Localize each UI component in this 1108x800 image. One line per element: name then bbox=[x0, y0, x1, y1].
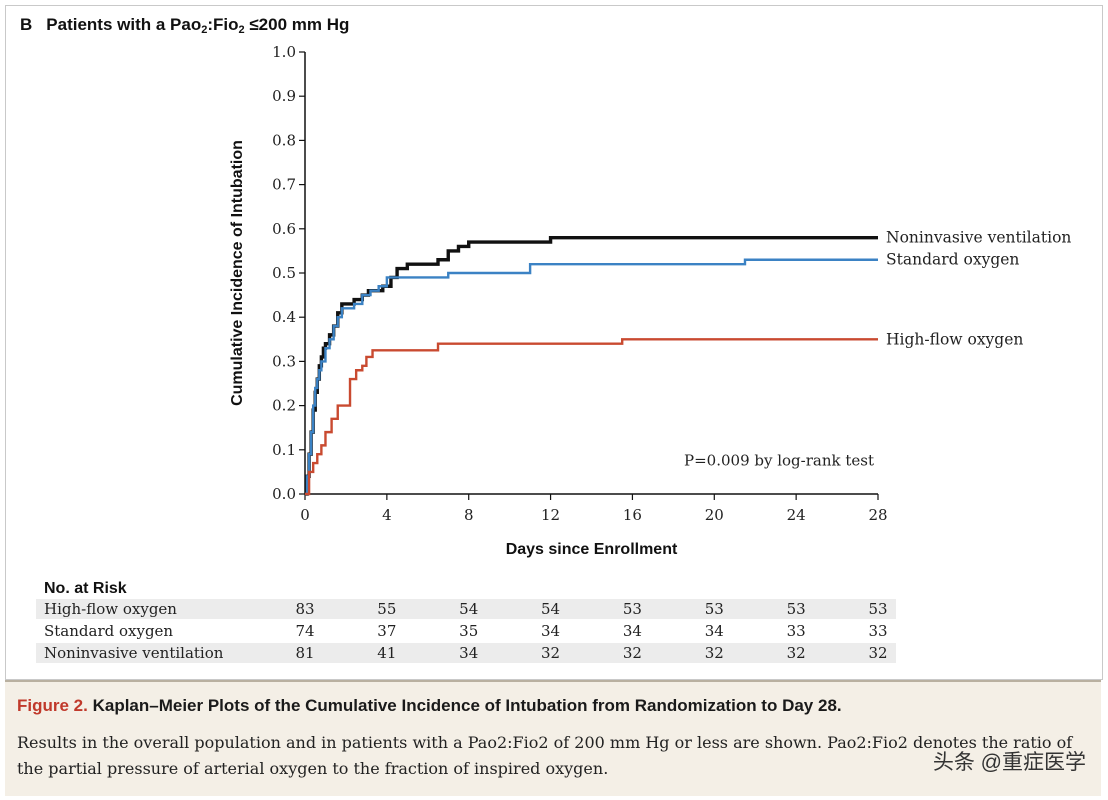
risk-cell: 34 bbox=[704, 622, 724, 640]
panel-title-mid: :Fio bbox=[207, 15, 239, 34]
x-tick-label: 20 bbox=[705, 506, 724, 524]
y-tick-label: 0.9 bbox=[272, 87, 296, 105]
y-tick-label: 0.0 bbox=[272, 485, 296, 503]
caption-title-text: Kaplan–Meier Plots of the Cumulative Inc… bbox=[87, 696, 842, 715]
risk-cell: 54 bbox=[541, 600, 561, 618]
panel-title-pre: Patients with a Pao bbox=[46, 15, 202, 34]
risk-cell: 53 bbox=[868, 600, 888, 618]
risk-cell: 34 bbox=[541, 622, 561, 640]
risk-cell: 55 bbox=[377, 600, 397, 618]
risk-row: Standard oxygen 74 37 35 34 34 34 33 33 bbox=[36, 621, 896, 641]
risk-cell: 32 bbox=[704, 644, 724, 662]
y-tick-label: 0.6 bbox=[272, 220, 296, 238]
risk-cell: 32 bbox=[868, 644, 888, 662]
y-tick-label: 0.4 bbox=[272, 308, 296, 326]
y-tick-label: 1.0 bbox=[272, 43, 296, 61]
risk-cell: 83 bbox=[295, 600, 315, 618]
x-tick-label: 12 bbox=[541, 506, 560, 524]
panel-letter: B bbox=[20, 15, 33, 34]
risk-row-label: High-flow oxygen bbox=[44, 600, 177, 618]
caption-title: Figure 2. Kaplan–Meier Plots of the Cumu… bbox=[17, 696, 842, 716]
caption-body: Results in the overall population and in… bbox=[17, 733, 1073, 778]
km-chart: 0.0 0.1 0.2 0.3 0.4 0.5 0.6 0.7 0.8 0.9 1.0 0 4 8 12 16… bbox=[229, 43, 1071, 558]
risk-row-label: Noninvasive ventilation bbox=[44, 644, 224, 662]
risk-row: High-flow oxygen 83 55 54 54 53 53 53 53 bbox=[36, 599, 896, 619]
risk-cell: 32 bbox=[786, 644, 806, 662]
risk-cell: 81 bbox=[295, 644, 315, 662]
x-tick-label: 8 bbox=[464, 506, 474, 524]
risk-table-title: No. at Risk bbox=[44, 580, 127, 597]
panel-title-sub2: 2 bbox=[238, 24, 245, 36]
panel-title-post: ≤200 mm Hg bbox=[244, 15, 350, 34]
risk-cell: 33 bbox=[868, 622, 888, 640]
series-line-standard-oxygen bbox=[305, 258, 878, 496]
risk-cell: 34 bbox=[459, 644, 479, 662]
y-tick-label: 0.5 bbox=[272, 264, 296, 282]
caption-figure-label: Figure 2. bbox=[17, 696, 88, 715]
chart-panel: B Patients with a Pao2:Fio2 ≤200 mm Hg 0.… bbox=[5, 5, 1103, 680]
risk-cell: 35 bbox=[459, 622, 479, 640]
y-tick-label: 0.2 bbox=[272, 397, 296, 415]
risk-cell: 53 bbox=[622, 600, 642, 618]
risk-cell: 54 bbox=[459, 600, 479, 618]
series-label-standard-oxygen: Standard oxygen bbox=[886, 251, 1019, 269]
risk-cell: 53 bbox=[704, 600, 724, 618]
p-value-annotation: P=0.009 by log-rank test bbox=[684, 451, 874, 469]
x-tick-label: 0 bbox=[300, 506, 310, 524]
risk-cell: 53 bbox=[786, 600, 806, 618]
x-tick-label: 24 bbox=[787, 506, 806, 524]
y-tick-label: 0.7 bbox=[272, 176, 296, 194]
risk-cell: 41 bbox=[377, 644, 397, 662]
risk-cell: 74 bbox=[295, 622, 315, 640]
y-tick-label: 0.8 bbox=[272, 131, 296, 149]
figure-caption: Figure 2. Kaplan–Meier Plots of the Cumu… bbox=[5, 680, 1101, 796]
risk-row: Noninvasive ventilation 81 41 34 32 32 32 32 32 bbox=[36, 643, 896, 663]
x-tick-label: 16 bbox=[623, 506, 642, 524]
y-axis-label: Cumulative Incidence of Intubation bbox=[229, 140, 246, 406]
risk-cell: 34 bbox=[622, 622, 642, 640]
watermark-text: 头条 @重症医学 bbox=[932, 751, 1086, 774]
x-tick-label: 28 bbox=[868, 506, 887, 524]
series-line-high-flow-oxygen bbox=[305, 338, 878, 496]
panel-title-sub1: 2 bbox=[201, 24, 208, 36]
panel-title: B Patients with a Pao2:Fio2 ≤200 mm Hg bbox=[20, 15, 349, 36]
risk-cell: 37 bbox=[377, 622, 397, 640]
risk-cell: 32 bbox=[541, 644, 561, 662]
risk-cell: 33 bbox=[786, 622, 806, 640]
x-tick-label: 4 bbox=[382, 506, 392, 524]
risk-cell: 32 bbox=[622, 644, 642, 662]
series-label-niv: Noninvasive ventilation bbox=[886, 229, 1071, 247]
y-tick-label: 0.1 bbox=[272, 441, 296, 459]
y-tick-label: 0.3 bbox=[272, 352, 296, 370]
risk-row-label: Standard oxygen bbox=[44, 622, 174, 640]
x-axis-label: Days since Enrollment bbox=[506, 541, 678, 558]
series-label-high-flow-oxygen: High-flow oxygen bbox=[886, 330, 1023, 348]
